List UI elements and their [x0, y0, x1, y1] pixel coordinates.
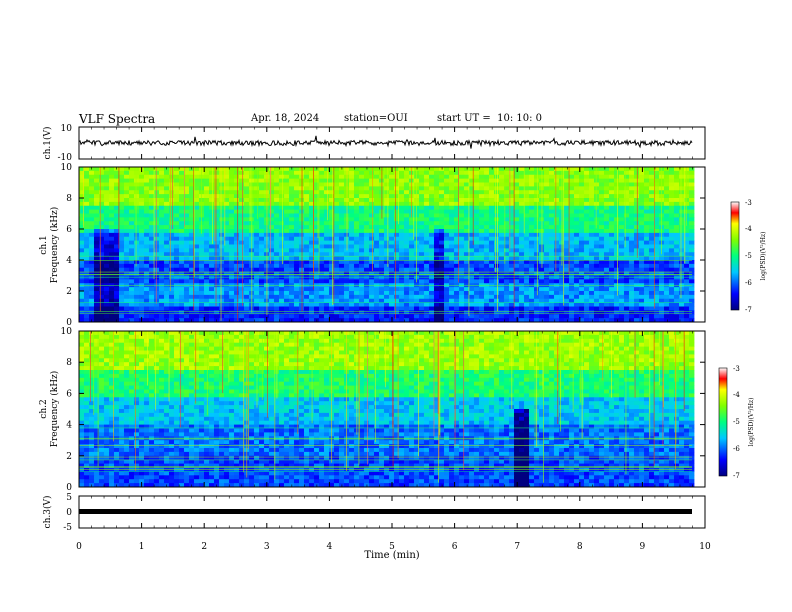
ch1-ylabel-channel: ch.1 — [39, 235, 49, 254]
time-tick-label: 1 — [139, 542, 145, 552]
time-tick-label: 4 — [327, 542, 333, 552]
cb2-label: log(PSD)(V²/Hz) — [748, 398, 755, 447]
panel-ch3-waveform: 5 0 -5 ch.3(V) — [42, 493, 706, 533]
freq-tick-label: 6 — [66, 225, 72, 235]
station-label: station=OUI — [344, 113, 408, 124]
ch1-freq-ticks: 0 2 4 6 8 10 — [61, 163, 705, 328]
ch2-spectrogram-image — [79, 331, 695, 488]
cb2-tick-3: -3 — [733, 365, 740, 373]
panel-ch1-waveform: 10 -10 ch.1(V) — [42, 124, 706, 163]
ch1-ytick-bottom: -10 — [58, 153, 73, 163]
cb2-tick-5: -5 — [733, 418, 740, 426]
freq-tick-label: 2 — [66, 287, 72, 297]
cb2-tick-6: -6 — [733, 445, 740, 453]
time-axis-ticks: 0 1 2 3 4 5 6 7 8 9 10 — [76, 127, 711, 552]
cb1-tick-7: -7 — [745, 306, 752, 314]
time-tick-label: 9 — [640, 542, 646, 552]
ch2-freq-ticks: 0 2 4 6 8 10 — [61, 327, 705, 493]
ch3-ytick-mid: 0 — [66, 508, 72, 518]
time-tick-label: 10 — [699, 542, 711, 552]
time-tick-label: 3 — [264, 542, 270, 552]
freq-tick-label: 0 — [66, 318, 72, 328]
figure-title: VLF Spectra — [79, 112, 156, 126]
ch2-colorbar: -3 -4 -5 -6 -7 log(PSD)(V²/Hz) — [718, 365, 755, 480]
cb2-tick-4: -4 — [733, 391, 740, 399]
ch3-waveform-line — [79, 509, 692, 514]
cb1-label: log(PSD)(V²/Hz) — [760, 232, 767, 281]
ch3-ylabel: ch.3(V) — [42, 496, 53, 529]
freq-tick-label: 10 — [61, 163, 73, 173]
ch2-ylabel-channel: ch.2 — [39, 399, 49, 418]
freq-tick-label: 4 — [66, 421, 72, 431]
ch1-ylabel-frequency: Frequency (kHz) — [49, 207, 60, 284]
freq-tick-label: 10 — [61, 327, 73, 337]
time-tick-label: 0 — [76, 542, 82, 552]
freq-tick-label: 8 — [66, 358, 72, 368]
time-tick-label: 8 — [577, 542, 583, 552]
freq-tick-label: 8 — [66, 194, 72, 204]
freq-tick-label: 0 — [66, 483, 72, 493]
panel-ch1-spectrogram: 0 2 4 6 8 10 ch.1 Frequency (kHz) -3 -4 -5 -6… — [39, 163, 767, 328]
cb1-tick-3: -3 — [745, 199, 752, 207]
freq-tick-label: 2 — [66, 452, 72, 462]
ch1-waveform-line — [78, 135, 693, 149]
ch1-ytick-top: 10 — [61, 124, 73, 134]
date-label: Apr. 18, 2024 — [251, 113, 320, 124]
ch3-ytick-bottom: -5 — [63, 523, 72, 533]
freq-tick-label: 6 — [66, 389, 72, 399]
ch2-ylabel-frequency: Frequency (kHz) — [49, 371, 60, 448]
time-tick-label: 5 — [389, 542, 395, 552]
cb1-tick-5: -5 — [745, 252, 752, 260]
cb2-tick-7: -7 — [733, 472, 740, 480]
ch1-ylabel: ch.1(V) — [42, 127, 53, 160]
time-axis-label: Time (min) — [364, 550, 419, 561]
time-tick-label: 2 — [201, 542, 207, 552]
ch1-colorbar: -3 -4 -5 -6 -7 log(PSD)(V²/Hz) — [730, 199, 767, 314]
panel-ch2-spectrogram: 0 2 4 6 8 10 ch.2 Frequency (kHz) -3 -4 -5 -6… — [39, 327, 755, 493]
time-tick-label: 6 — [452, 542, 458, 552]
cb1-tick-6: -6 — [745, 279, 752, 287]
ch3-ytick-top: 5 — [66, 493, 72, 503]
cb1-tick-4: -4 — [745, 225, 752, 233]
ch1-spectrogram-image — [79, 167, 695, 323]
time-tick-label: 7 — [514, 542, 520, 552]
freq-tick-label: 4 — [66, 256, 72, 266]
start-time-label: start UT = 10: 10: 0 — [437, 113, 543, 124]
